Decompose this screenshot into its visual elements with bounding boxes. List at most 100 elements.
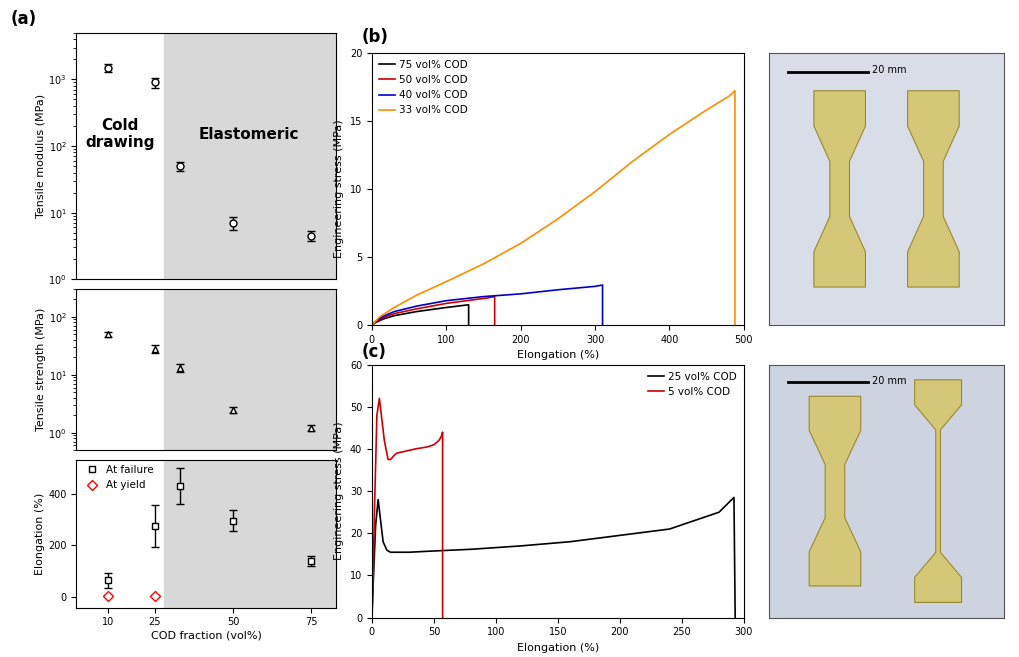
Legend: 25 vol% COD, 5 vol% COD: 25 vol% COD, 5 vol% COD xyxy=(646,370,739,399)
X-axis label: Elongation (%): Elongation (%) xyxy=(517,643,599,653)
Text: (a): (a) xyxy=(10,10,37,28)
33 vol% COD xyxy=(626,158,638,166)
5 vol% COD xyxy=(384,455,396,463)
Y-axis label: Engineering stress (MPa): Engineering stress (MPa) xyxy=(334,422,344,560)
75 vol% COD xyxy=(377,315,389,323)
Text: (b): (b) xyxy=(362,28,388,46)
Y-axis label: Tensile strength (MPa): Tensile strength (MPa) xyxy=(36,308,46,431)
50 vol% COD xyxy=(440,300,452,307)
Text: 20 mm: 20 mm xyxy=(872,376,907,386)
25 vol% COD xyxy=(613,532,626,539)
5 vol% COD xyxy=(428,441,440,449)
75 vol% COD xyxy=(440,304,452,311)
50 vol% COD xyxy=(481,294,493,302)
X-axis label: COD fraction (vol%): COD fraction (vol%) xyxy=(151,630,262,640)
25 vol% COD xyxy=(372,495,384,503)
50 vol% COD xyxy=(377,314,389,322)
50 vol% COD xyxy=(366,321,378,329)
5 vol% COD xyxy=(388,451,400,459)
Text: (c): (c) xyxy=(362,344,386,361)
25 vol% COD xyxy=(729,614,741,622)
50 vol% COD xyxy=(488,321,500,329)
75 vol% COD xyxy=(463,301,475,309)
5 vol% COD xyxy=(378,437,390,445)
25 vol% COD xyxy=(366,614,378,622)
5 vol% COD xyxy=(366,614,378,622)
40 vol% COD xyxy=(377,313,389,321)
33 vol% COD xyxy=(729,321,741,329)
33 vol% COD xyxy=(589,188,601,196)
Line: 25 vol% COD: 25 vol% COD xyxy=(372,497,735,618)
40 vol% COD xyxy=(440,297,452,305)
25 vol% COD xyxy=(375,516,387,524)
5 vol% COD xyxy=(433,437,445,445)
40 vol% COD xyxy=(477,292,489,300)
40 vol% COD xyxy=(596,321,608,329)
Polygon shape xyxy=(814,91,865,287)
25 vol% COD xyxy=(370,521,382,529)
5 vol% COD xyxy=(382,455,394,463)
5 vol% COD xyxy=(390,449,403,457)
Y-axis label: Elongation (%): Elongation (%) xyxy=(36,493,46,575)
25 vol% COD xyxy=(465,545,477,553)
25 vol% COD xyxy=(428,547,440,555)
25 vol% COD xyxy=(565,537,577,545)
25 vol% COD xyxy=(663,525,676,533)
5 vol% COD xyxy=(436,428,448,436)
X-axis label: Elongation (%): Elongation (%) xyxy=(517,350,599,361)
33 vol% COD xyxy=(388,304,400,311)
75 vol% COD xyxy=(366,321,378,329)
25 vol% COD xyxy=(404,549,416,556)
40 vol% COD xyxy=(515,290,527,298)
25 vol% COD xyxy=(367,580,379,588)
25 vol% COD xyxy=(377,537,389,545)
5 vol% COD xyxy=(435,432,447,440)
40 vol% COD xyxy=(596,281,608,289)
5 vol% COD xyxy=(376,415,388,423)
Text: Elastomeric: Elastomeric xyxy=(199,127,299,142)
5 vol% COD xyxy=(371,411,383,419)
25 vol% COD xyxy=(515,542,527,550)
33 vol% COD xyxy=(440,278,452,286)
33 vol% COD xyxy=(552,215,565,223)
Text: 20 mm: 20 mm xyxy=(872,65,907,76)
Line: 75 vol% COD: 75 vol% COD xyxy=(372,305,469,325)
Line: 5 vol% COD: 5 vol% COD xyxy=(372,398,442,618)
33 vol% COD xyxy=(366,321,378,329)
40 vol% COD xyxy=(589,283,601,290)
5 vol% COD xyxy=(430,439,442,447)
Line: 50 vol% COD: 50 vol% COD xyxy=(372,296,494,325)
40 vol% COD xyxy=(552,286,565,294)
Bar xyxy=(164,460,336,608)
75 vol% COD xyxy=(463,321,475,329)
5 vol% COD xyxy=(367,572,379,579)
33 vol% COD xyxy=(722,92,735,100)
Polygon shape xyxy=(908,91,959,287)
Polygon shape xyxy=(915,380,962,602)
50 vol% COD xyxy=(370,318,382,326)
Bar xyxy=(164,289,336,450)
50 vol% COD xyxy=(411,305,423,313)
25 vol% COD xyxy=(713,509,726,516)
33 vol% COD xyxy=(515,240,527,248)
Bar xyxy=(164,33,336,279)
33 vol% COD xyxy=(373,313,385,321)
33 vol% COD xyxy=(701,106,713,114)
25 vol% COD xyxy=(381,546,393,554)
Text: Cold
drawing: Cold drawing xyxy=(86,118,155,150)
Line: 40 vol% COD: 40 vol% COD xyxy=(372,285,602,325)
5 vol% COD xyxy=(373,394,385,402)
Polygon shape xyxy=(809,396,861,586)
75 vol% COD xyxy=(411,307,423,315)
Legend: At failure, At yield: At failure, At yield xyxy=(82,465,153,490)
33 vol% COD xyxy=(477,260,489,268)
33 vol% COD xyxy=(411,291,423,299)
40 vol% COD xyxy=(366,321,378,329)
40 vol% COD xyxy=(370,317,382,325)
25 vol% COD xyxy=(728,493,740,501)
75 vol% COD xyxy=(388,311,400,319)
Y-axis label: Engineering stress (MPa): Engineering stress (MPa) xyxy=(334,120,344,258)
50 vol% COD xyxy=(488,292,500,300)
40 vol% COD xyxy=(411,302,423,310)
Legend: 75 vol% COD, 50 vol% COD, 40 vol% COD, 33 vol% COD: 75 vol% COD, 50 vol% COD, 40 vol% COD, 3… xyxy=(377,58,470,118)
